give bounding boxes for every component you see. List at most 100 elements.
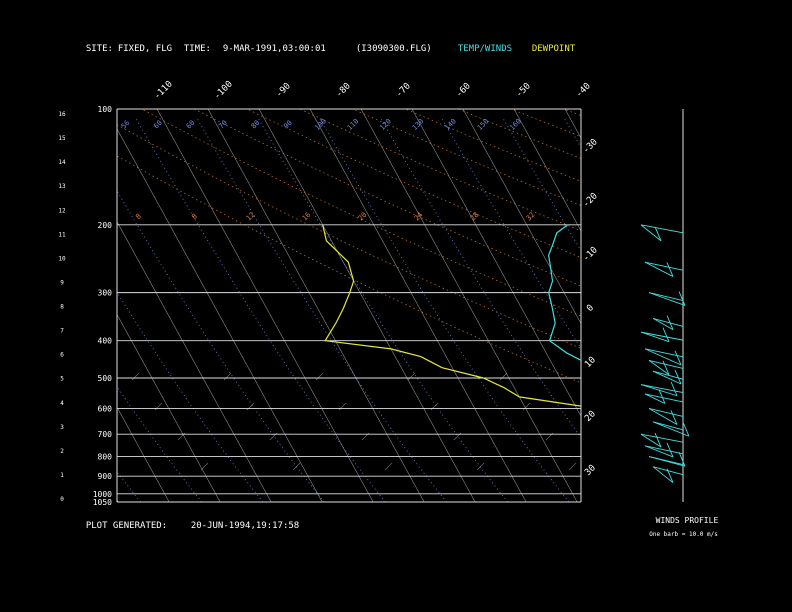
moist-adiabat-dash [476, 462, 485, 471]
isotherm-line [117, 406, 170, 502]
pressure-tick-label: 1000 [93, 490, 112, 499]
wind-barb-staff [652, 466, 674, 484]
time-value: 9-MAR-1991,03:00:01 [222, 44, 326, 54]
mixing-ratio-line [563, 116, 581, 149]
wind-barb-flag [648, 408, 684, 417]
wind-barb-tick [662, 327, 670, 342]
dry-adiabat-line [510, 109, 581, 137]
isotherm-line [462, 109, 581, 325]
isotherm-top-label: -110 [152, 79, 174, 101]
mixing-ratio-label: 110 [346, 117, 361, 132]
isotherm-line [207, 109, 425, 502]
height-tick-label: 4 [60, 400, 64, 407]
dry-adiabat-line [299, 109, 581, 232]
mixing-ratio-label: 90 [282, 119, 294, 131]
wind-barb-flag [640, 384, 684, 393]
height-tick-label: 16 [58, 111, 66, 118]
pressure-tick-label: 700 [98, 430, 113, 439]
isotherm-right-label: 0 [585, 303, 596, 314]
mixing-ratio-line [440, 116, 581, 349]
isotherm-line [513, 109, 581, 232]
isotherm-line [0, 109, 67, 502]
moist-adiabat-dash [292, 462, 301, 471]
wind-barb-staff [648, 360, 670, 376]
isotherm-top-label: -80 [334, 81, 353, 100]
isotherm-right-label: 30 [583, 463, 598, 478]
wind-barb-tick [666, 262, 674, 277]
wind-barb-staff [644, 348, 682, 366]
wind-barb-staff [652, 370, 682, 385]
isotherm-line [360, 109, 578, 502]
wind-barb-tick [678, 291, 686, 306]
dry-adiabat-label: 24 [413, 211, 425, 223]
wind-barb-flag [648, 456, 684, 465]
moist-adiabat-dash [131, 372, 140, 381]
dry-adiabat-label: 16 [301, 211, 313, 223]
dry-adiabat-line [141, 109, 581, 317]
mixing-ratio-line [117, 385, 203, 502]
dry-adiabat-line [458, 109, 581, 159]
height-tick-label: 9 [60, 279, 64, 286]
dry-adiabat-label: 8 [190, 212, 199, 221]
isotherm-line [718, 109, 792, 502]
height-tick-label: 3 [60, 424, 64, 431]
moist-adiabat-dash [223, 372, 232, 381]
moist-adiabat-dash [499, 372, 508, 381]
mixing-ratio-line [502, 116, 581, 252]
isotherm-line [117, 313, 221, 502]
wind-barb-tick [678, 451, 686, 467]
wind-barb-tick [654, 432, 662, 448]
height-tick-label: 12 [58, 207, 66, 214]
wind-barb-staff [640, 224, 662, 242]
wind-barb-tick [666, 315, 674, 330]
wind-barb-tick [674, 350, 682, 366]
isotherm-right-label: 10 [583, 355, 598, 370]
pressure-tick-label: 400 [98, 337, 113, 346]
isotherm-top-label: -90 [274, 81, 293, 100]
mixing-ratio-label: 150 [476, 117, 491, 132]
dry-adiabat-label: 12 [245, 211, 257, 223]
isotherm-right-label: 20 [583, 409, 598, 424]
moist-adiabat-dash [568, 462, 577, 471]
wind-barb-tick [666, 468, 674, 483]
wind-barb-staff [652, 421, 690, 437]
isotherm-top-label: -100 [212, 79, 234, 101]
isotherm-right-label: -10 [581, 245, 600, 264]
wind-barb-tick [654, 226, 662, 242]
wind-barb-staff [644, 261, 674, 277]
wind-barb-tick [674, 369, 682, 385]
moist-adiabat-dash [592, 373, 599, 380]
mixing-ratio-line [318, 116, 570, 502]
height-tick-label: 13 [58, 183, 66, 190]
moist-adiabat-dash [430, 402, 439, 411]
isotherm-line [0, 109, 16, 502]
height-tick-label: 7 [60, 328, 64, 335]
dry-adiabat-line [563, 109, 581, 117]
isotherm-line [117, 499, 119, 502]
moist-adiabat-dash [522, 402, 531, 411]
wind-barb-flag [644, 445, 684, 455]
wind-barb-tick [666, 442, 674, 458]
wind-barb-flag [640, 224, 684, 234]
mixing-ratio-label: 80 [250, 119, 262, 131]
plot-generated-value: 20-JUN-1994,19:17:58 [190, 521, 300, 531]
wind-barb-staff [644, 393, 666, 404]
wind-barb-staff [652, 317, 674, 330]
isotherm-right-label: -30 [581, 137, 600, 156]
wind-barb-flag [640, 331, 684, 341]
height-tick-label: 2 [60, 448, 64, 455]
isotherm-right-label: -20 [581, 191, 600, 210]
pressure-tick-label: 600 [98, 404, 113, 413]
wind-barb-staff [644, 445, 674, 458]
moist-adiabat-dash [384, 462, 393, 471]
mixing-ratio-line [686, 117, 792, 502]
winds-profile-label: WINDS PROFILE [655, 516, 719, 525]
dewpoint-legend: DEWPOINT [531, 44, 576, 54]
mixing-ratio-label: 160 [508, 117, 523, 132]
mixing-ratio-line [257, 116, 509, 502]
dewpoint-profile-line [322, 224, 581, 407]
wind-barb-staff [640, 331, 670, 343]
wind-barb-staff [648, 292, 686, 306]
wind-barb-staff [640, 433, 662, 448]
dry-adiabat-label: 20 [357, 211, 369, 223]
